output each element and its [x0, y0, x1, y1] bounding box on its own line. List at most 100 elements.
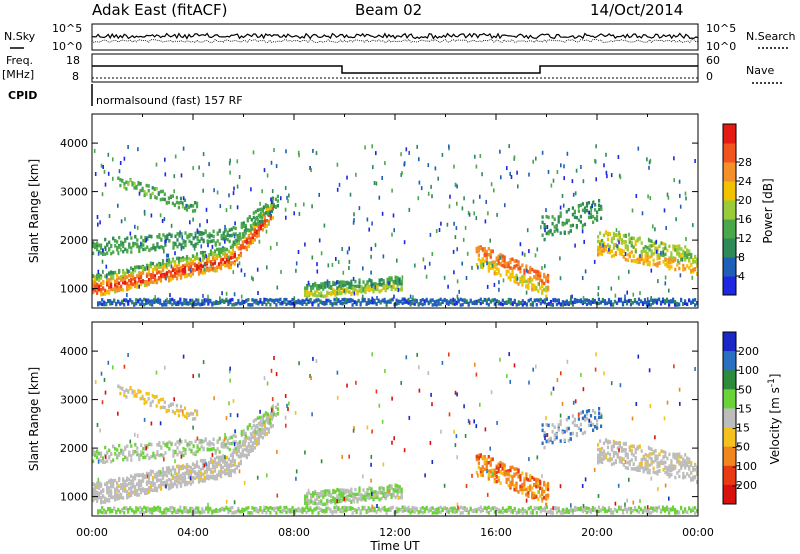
velocity-cell	[177, 413, 180, 418]
power-cell	[235, 238, 238, 243]
power-cell	[668, 256, 671, 260]
power-cell	[233, 254, 236, 259]
velocity-cell	[137, 484, 141, 488]
power-cell	[517, 184, 519, 189]
velocity-cell	[259, 419, 262, 424]
power-cell	[338, 182, 341, 187]
power-cell	[394, 277, 397, 282]
power-cell	[640, 241, 643, 245]
power-cell	[181, 269, 185, 273]
power-cell	[541, 220, 544, 225]
power-cell	[423, 301, 426, 306]
power-cell	[427, 191, 430, 196]
power-cell	[678, 261, 681, 265]
power-cell	[109, 299, 112, 303]
power-cell	[177, 267, 181, 271]
power-cell	[394, 281, 397, 285]
velocity-cell	[543, 430, 546, 435]
power-cell	[599, 239, 602, 244]
velocity-cell	[143, 488, 147, 493]
power-cell	[255, 298, 258, 303]
power-cell	[247, 298, 250, 302]
power-cell	[280, 196, 282, 201]
power-cell	[443, 297, 446, 302]
power-cell	[132, 271, 135, 275]
velocity-cell	[320, 499, 323, 503]
power-cell	[658, 256, 661, 260]
power-cell	[598, 199, 601, 203]
power-cell	[192, 236, 195, 240]
power-cell	[179, 196, 183, 201]
power-cell	[577, 299, 580, 303]
power-cell	[417, 302, 420, 306]
power-cell	[517, 261, 520, 266]
power-cell	[528, 172, 530, 177]
power-cell	[509, 260, 512, 265]
power-cell	[351, 303, 354, 307]
velocity-cell	[112, 481, 115, 486]
power-cell	[455, 300, 458, 305]
power-cell	[608, 250, 612, 255]
power-cell	[191, 268, 195, 272]
power-cell	[267, 206, 270, 210]
power-cell	[259, 226, 262, 231]
power-cell	[251, 233, 254, 237]
velocity-cell	[350, 494, 353, 498]
power-cell	[306, 295, 309, 300]
velocity-cell	[179, 473, 183, 478]
power-cell	[222, 234, 225, 238]
power-cell	[154, 246, 157, 250]
power-cell	[193, 256, 197, 260]
power-cell	[585, 204, 589, 208]
power-cell	[170, 234, 173, 239]
power-cell	[677, 259, 679, 264]
velocity-cell	[94, 491, 97, 495]
velocity-cell	[173, 468, 177, 472]
power-cell	[155, 278, 159, 283]
power-cell	[366, 287, 369, 292]
velocity-cell	[632, 444, 635, 449]
power-cell	[177, 260, 181, 264]
power-cell	[220, 233, 223, 238]
power-cell	[646, 251, 649, 256]
power-cell	[231, 244, 234, 248]
velocity-cell	[151, 476, 155, 480]
velocity-cell	[545, 502, 548, 507]
velocity-cell	[145, 391, 148, 396]
velocity-cell	[505, 471, 508, 476]
velocity-cell	[116, 453, 119, 458]
velocity-cell	[179, 466, 183, 471]
velocity-cell	[525, 487, 528, 492]
power-cell	[92, 279, 95, 283]
velocity-cell	[366, 489, 369, 493]
power-cell	[255, 230, 258, 235]
power-cell	[100, 281, 103, 286]
noise-left-label: N.Sky	[4, 30, 36, 43]
velocity-cell	[131, 391, 134, 395]
velocity-cell	[656, 464, 659, 469]
noise-sky-trace	[91, 32, 699, 40]
power-cell	[273, 300, 276, 305]
velocity-cell	[193, 464, 197, 468]
power-cell	[608, 232, 612, 236]
power-cell	[662, 253, 665, 258]
power-cell	[187, 205, 191, 209]
power-cell	[690, 268, 693, 273]
velocity-cell	[159, 486, 163, 490]
power-cell	[271, 200, 273, 205]
velocity-cell	[392, 493, 395, 498]
power-cell	[229, 265, 232, 270]
power-cell	[608, 244, 612, 249]
power-cell	[195, 298, 198, 302]
power-cell	[601, 243, 604, 247]
power-cell	[125, 187, 128, 191]
power-cell	[307, 280, 310, 285]
power-cell	[526, 268, 528, 273]
power-cell	[451, 301, 454, 306]
power-cell	[403, 297, 406, 302]
power-cell	[239, 302, 242, 306]
velocity-cell	[650, 447, 653, 451]
velocity-cell	[246, 425, 249, 429]
power-cell	[592, 220, 595, 224]
velocity-cell	[114, 487, 117, 492]
